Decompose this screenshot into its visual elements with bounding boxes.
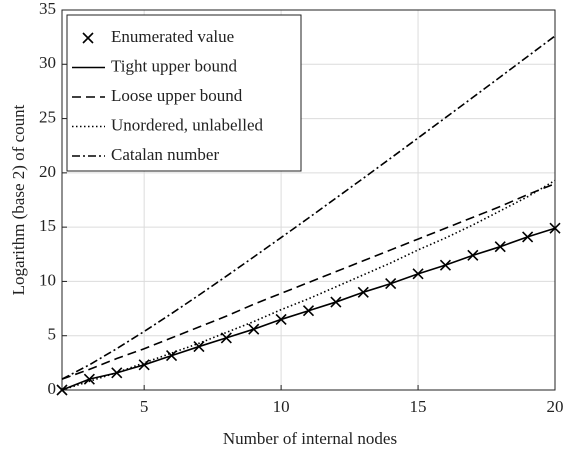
legend-label: Loose upper bound: [111, 86, 243, 105]
x-tick-label: 5: [140, 397, 149, 416]
y-tick-label: 25: [39, 107, 56, 126]
x-tick-label: 20: [547, 397, 564, 416]
series-line: [61, 35, 556, 380]
legend-swatch: [82, 32, 94, 44]
x-tick-label: 15: [410, 397, 427, 416]
y-tick-label: 10: [39, 270, 56, 289]
series-line: [61, 182, 556, 380]
y-tick-label: 15: [39, 216, 56, 235]
series-line: [61, 227, 556, 391]
legend-label: Tight upper bound: [111, 56, 237, 75]
plot-frame: [61, 9, 556, 391]
legend-label: Unordered, unlabelled: [111, 115, 263, 134]
y-tick-label: 30: [39, 53, 56, 72]
series-line: [61, 179, 556, 391]
y-axis-label: Logarithm (base 2) of count: [9, 104, 28, 295]
y-tick-label: 5: [48, 325, 57, 344]
legend-label: Catalan number: [111, 145, 219, 164]
x-axis-label: Number of internal nodes: [223, 429, 397, 448]
y-tick-label: 20: [39, 162, 56, 181]
x-tick-label: 10: [273, 397, 290, 416]
y-tick-label: 0: [48, 379, 57, 398]
legend-label: Enumerated value: [111, 27, 234, 46]
legend-box: [66, 14, 302, 172]
y-tick-label: 35: [39, 0, 56, 18]
